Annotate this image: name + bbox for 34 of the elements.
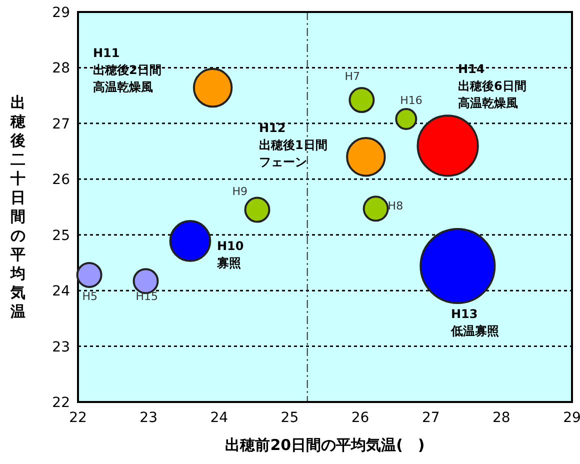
y-tick-label: 24 xyxy=(52,284,70,300)
annotation: H13 xyxy=(451,307,478,321)
x-tick-label: 23 xyxy=(140,410,158,426)
annotation: フェーン xyxy=(259,155,307,169)
y-tick-label: 26 xyxy=(52,172,70,188)
annotation: H10 xyxy=(217,239,244,253)
annotation: 高温乾燥風 xyxy=(93,80,153,94)
annotation: H8 xyxy=(388,200,404,213)
x-tick-label: 26 xyxy=(351,410,370,426)
annotation: 高温乾燥風 xyxy=(458,96,518,110)
annotation: H9 xyxy=(232,184,248,198)
annotation: 寡照 xyxy=(216,256,241,270)
annotation: 出穂後6日間 xyxy=(458,79,526,93)
x-tick-label: 27 xyxy=(422,410,440,426)
x-tick-label: 29 xyxy=(563,410,580,426)
y-tick-label: 27 xyxy=(52,116,70,132)
annotation: H16 xyxy=(400,94,422,107)
annotation: H15 xyxy=(136,290,158,304)
y-tick-label: 25 xyxy=(52,228,70,244)
annotation: H12 xyxy=(259,121,286,135)
text: 出穂後二十日間の平均気温 xyxy=(10,94,26,320)
y-tick-label: 23 xyxy=(52,339,70,356)
annotation: H5 xyxy=(82,290,98,303)
y-tick-label: 28 xyxy=(52,60,70,77)
x-tick-label: 24 xyxy=(210,410,228,426)
y-tick-label: 22 xyxy=(52,395,70,411)
x-axis-title: 出穂前20日間の平均気温( ) xyxy=(225,436,425,454)
x-tick-label: 22 xyxy=(69,410,87,426)
y-tick-label: 29 xyxy=(52,5,70,21)
x-tick-label: 25 xyxy=(280,410,299,426)
annotation: H11 xyxy=(93,46,120,60)
annotation: 低温寡照 xyxy=(450,324,499,338)
annotation: H7 xyxy=(344,70,360,84)
x-tick-label: 28 xyxy=(492,410,510,426)
